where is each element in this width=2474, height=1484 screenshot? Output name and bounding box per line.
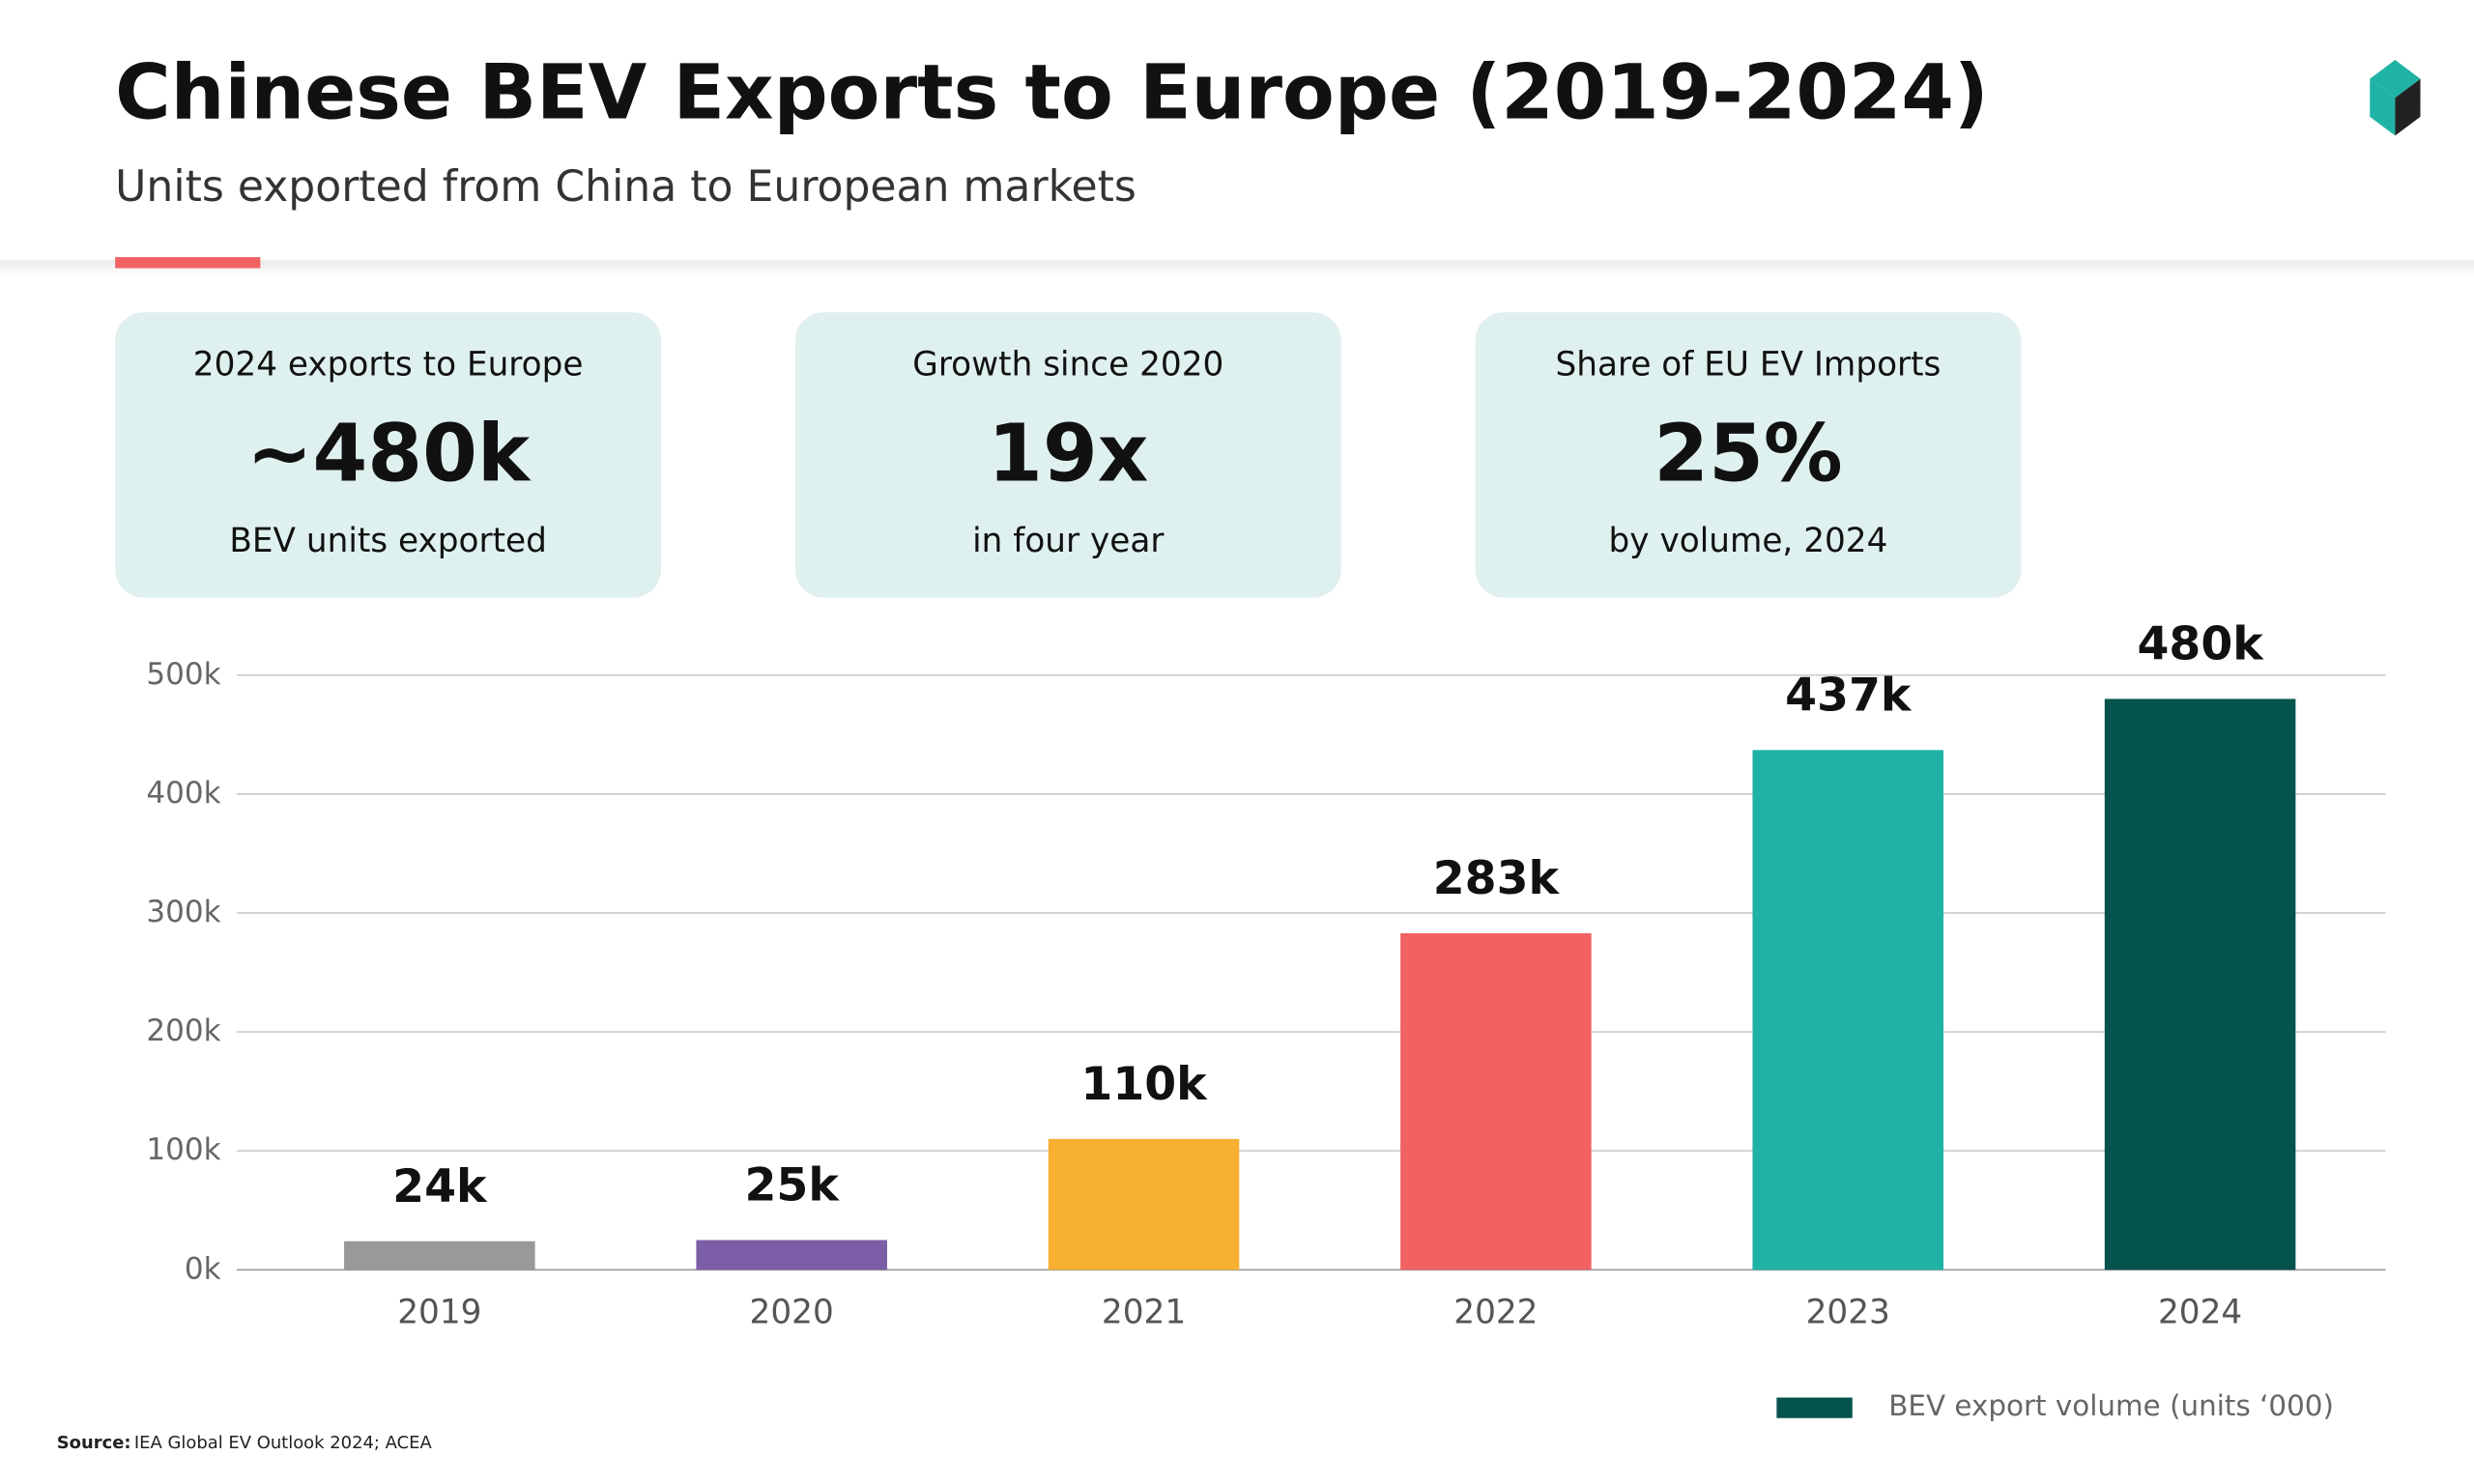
bar: [1400, 932, 1592, 1270]
kpi-value: 25%: [1654, 409, 1842, 500]
value-label: 110k: [1080, 1058, 1208, 1111]
legend-swatch: [1776, 1397, 1853, 1418]
x-tick-label: 2019: [397, 1293, 481, 1331]
y-tick-label: 100k: [146, 1132, 220, 1167]
bar: [2104, 699, 2296, 1270]
x-tick-label: 2020: [750, 1293, 834, 1331]
kpi-note: BEV units exported: [229, 522, 546, 560]
kpi-label: Growth since 2020: [912, 345, 1223, 384]
y-tick-label: 0k: [185, 1251, 221, 1286]
x-tick-label: 2023: [1806, 1293, 1890, 1331]
x-tick-label: 2022: [1453, 1293, 1538, 1331]
value-label: 480k: [2137, 618, 2264, 671]
y-tick-label: 400k: [146, 776, 220, 811]
bar: [1048, 1138, 1240, 1270]
kpi-card: [794, 312, 1341, 598]
kpi-value: ~480k: [246, 409, 532, 500]
title: Chinese BEV Exports to Europe (2019-2024…: [115, 49, 1989, 137]
bar: [1752, 750, 1944, 1270]
x-tick-label: 2021: [1102, 1293, 1186, 1331]
kpi-note: in four year: [972, 522, 1165, 560]
x-tick-label: 2024: [2158, 1293, 2242, 1331]
header-shadow: [0, 260, 2474, 276]
kpi-label: 2024 exports to Europe: [193, 345, 584, 384]
value-label: 283k: [1433, 852, 1561, 905]
kpi-card: [1475, 312, 2022, 598]
y-tick-label: 300k: [146, 895, 220, 929]
value-label: 25k: [745, 1159, 841, 1213]
value-label: 24k: [392, 1160, 488, 1213]
y-tick-label: 500k: [146, 657, 220, 692]
kpi-card: [115, 312, 662, 598]
source-text: IEA Global EV Outlook 2024; ACEA: [134, 1433, 433, 1453]
bar: [344, 1241, 535, 1270]
kpi-label: Share of EU EV Imports: [1556, 345, 1942, 384]
kpi-value: 19x: [988, 409, 1148, 500]
logo: [2370, 60, 2421, 136]
accent-bar: [115, 257, 261, 269]
value-label: 437k: [1785, 669, 1913, 722]
legend-label: BEV export volume (units ‘000): [1888, 1389, 2334, 1422]
subtitle: Units exported from China to European ma…: [115, 162, 1136, 212]
y-tick-label: 200k: [146, 1013, 220, 1048]
kpi-note: by volume, 2024: [1609, 522, 1888, 560]
bar: [696, 1240, 887, 1270]
source-label: Source:: [57, 1433, 131, 1453]
source: Source: IEA Global EV Outlook 2024; ACEA: [57, 1433, 433, 1453]
